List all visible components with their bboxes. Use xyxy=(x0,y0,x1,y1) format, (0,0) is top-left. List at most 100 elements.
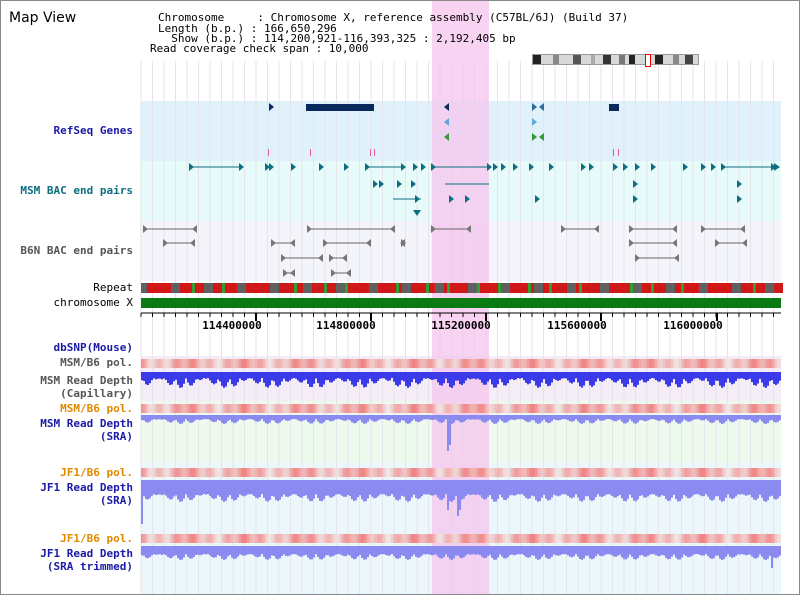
msm-capillary-depth-bar xyxy=(529,372,531,384)
msm-capillary-depth-bar xyxy=(571,372,573,384)
msm-b6-pol-cell xyxy=(669,404,671,413)
track-label-refseq[interactable]: RefSeq Genes xyxy=(53,124,133,137)
jf1-b6-pol-cell xyxy=(305,534,307,543)
track-label-msm-depth-capillary[interactable]: MSM Read Depth xyxy=(40,374,133,387)
track-label-msm-b6-pol-1[interactable]: MSM/B6 pol. xyxy=(60,356,133,369)
repeat-feature xyxy=(486,283,489,293)
jf1-b6-pol-cell xyxy=(595,468,597,477)
jf1-trim-depth-bar xyxy=(631,546,633,557)
jf1-sra-depth-bar xyxy=(729,480,731,498)
jf1-b6-pol-cell xyxy=(349,534,351,543)
msm-sra-depth-bar xyxy=(395,415,397,423)
jf1-trim-depth-bar xyxy=(699,546,701,555)
msm-b6-pol-cell xyxy=(555,404,557,413)
jf1-trim-depth-bar xyxy=(321,546,323,560)
msm-sra-depth-bar xyxy=(509,415,511,420)
msm-b6-pol-cell xyxy=(391,404,393,413)
jf1-b6-pol-cell xyxy=(141,534,143,543)
track-label-jf1-pol-2[interactable]: JF1/B6 pol. xyxy=(60,532,133,545)
msm-b6-pol-cell xyxy=(361,404,363,413)
jf1-b6-pol-cell xyxy=(317,468,319,477)
jf1-sra-depth-bar xyxy=(585,480,587,497)
track-label-repeat[interactable]: Repeat xyxy=(93,281,133,294)
jf1-sra-depth-bar xyxy=(361,480,363,500)
msm-sra-depth-bar xyxy=(337,415,339,420)
msm-bac-end xyxy=(683,163,688,171)
jf1-b6-pol-cell xyxy=(685,534,687,543)
jf1-sra-depth-bar xyxy=(701,480,703,497)
repeat-feature xyxy=(681,283,684,293)
jf1-trim-depth-bar xyxy=(159,546,161,555)
jf1-b6-pol-cell xyxy=(341,468,343,477)
jf1-b6-pol-cell xyxy=(647,534,649,543)
jf1-trim-depth-bar xyxy=(341,546,343,556)
msm-sra-depth-bar xyxy=(717,415,719,421)
msm-sra-depth-bar xyxy=(349,415,351,421)
jf1-b6-pol-cell xyxy=(459,534,461,543)
msm-sra-depth-bar xyxy=(755,415,757,423)
msm-b6-pol-cell xyxy=(405,359,407,368)
msm-capillary-depth-bar xyxy=(329,372,331,383)
jf1-sra-depth-bar xyxy=(155,480,157,496)
jf1-trim-depth-bar xyxy=(705,546,707,555)
jf1-sra-depth-bar xyxy=(275,480,277,501)
jf1-sra-depth-bar xyxy=(611,480,613,496)
msm-capillary-depth-bar xyxy=(699,372,701,380)
jf1-trim-depth-bar xyxy=(769,546,771,556)
jf1-trim-depth-bar xyxy=(171,546,173,558)
msm-b6-pol-cell xyxy=(249,404,251,413)
jf1-b6-pol-cell xyxy=(193,534,195,543)
track-label-jf1-depth-trimmed[interactable]: JF1 Read Depth xyxy=(40,547,133,560)
jf1-trim-depth-bar xyxy=(215,546,217,558)
jf1-b6-pol-cell xyxy=(425,534,427,543)
msm-b6-pol-cell xyxy=(745,359,747,368)
track-label-msm-b6-pol-2[interactable]: MSM/B6 pol. xyxy=(60,402,133,415)
track-label-jf1-pol-1[interactable]: JF1/B6 pol. xyxy=(60,466,133,479)
msm-sra-depth-bar xyxy=(571,415,573,422)
repeat-feature xyxy=(516,283,519,293)
msm-b6-pol-cell xyxy=(191,359,193,368)
jf1-b6-pol-cell xyxy=(635,534,637,543)
msm-sra-depth-bar xyxy=(521,415,523,420)
msm-b6-pol-cell xyxy=(179,404,181,413)
msm-b6-pol-cell xyxy=(323,359,325,368)
track-label-dbsnp[interactable]: dbSNP(Mouse) xyxy=(53,341,133,354)
jf1-trim-depth-bar xyxy=(715,546,717,556)
track-label-msm-bac[interactable]: MSM BAC end pairs xyxy=(20,184,133,197)
jf1-b6-pol-cell xyxy=(709,534,711,543)
msm-b6-pol-cell xyxy=(491,404,493,413)
jf1-b6-pol-cell xyxy=(717,534,719,543)
msm-b6-pol-cell xyxy=(471,359,473,368)
jf1-b6-pol-cell xyxy=(587,534,589,543)
msm-b6-pol-cell xyxy=(295,404,297,413)
msm-b6-pol-cell xyxy=(573,404,575,413)
msm-capillary-depth-bar xyxy=(181,372,183,388)
jf1-trim-depth-bar xyxy=(439,546,441,559)
jf1-b6-pol-cell xyxy=(291,468,293,477)
jf1-b6-pol-cell xyxy=(245,534,247,543)
jf1-b6-pol-cell xyxy=(467,534,469,543)
jf1-b6-pol-cell xyxy=(297,534,299,543)
jf1-trim-depth-bar xyxy=(383,546,385,555)
chromosome-ideogram[interactable] xyxy=(532,54,699,67)
track-label-chromosome[interactable]: chromosome X xyxy=(53,296,133,309)
msm-b6-pol-cell xyxy=(599,359,601,368)
jf1-sra-depth-bar xyxy=(143,480,145,497)
msm-sra-depth-bar xyxy=(417,415,419,423)
msm-b6-pol-cell xyxy=(163,359,165,368)
track-label-msm-depth-sra[interactable]: MSM Read Depth xyxy=(40,417,133,430)
msm-sra-depth-bar xyxy=(425,415,427,420)
repeat-feature xyxy=(570,283,573,293)
msm-b6-pol-cell xyxy=(501,359,503,368)
jf1-b6-pol-cell xyxy=(517,468,519,477)
track-label-jf1-depth-sra[interactable]: JF1 Read Depth xyxy=(40,481,133,494)
msm-sra-depth-bar xyxy=(609,415,611,420)
jf1-b6-pol-cell xyxy=(743,468,745,477)
track-label-b6n-bac[interactable]: B6N BAC end pairs xyxy=(20,244,133,257)
jf1-b6-pol-cell xyxy=(425,468,427,477)
jf1-b6-pol-cell xyxy=(357,468,359,477)
jf1-sra-depth-bar xyxy=(299,480,301,498)
msm-b6-pol-cell xyxy=(205,404,207,413)
msm-capillary-depth-bar xyxy=(435,372,437,379)
